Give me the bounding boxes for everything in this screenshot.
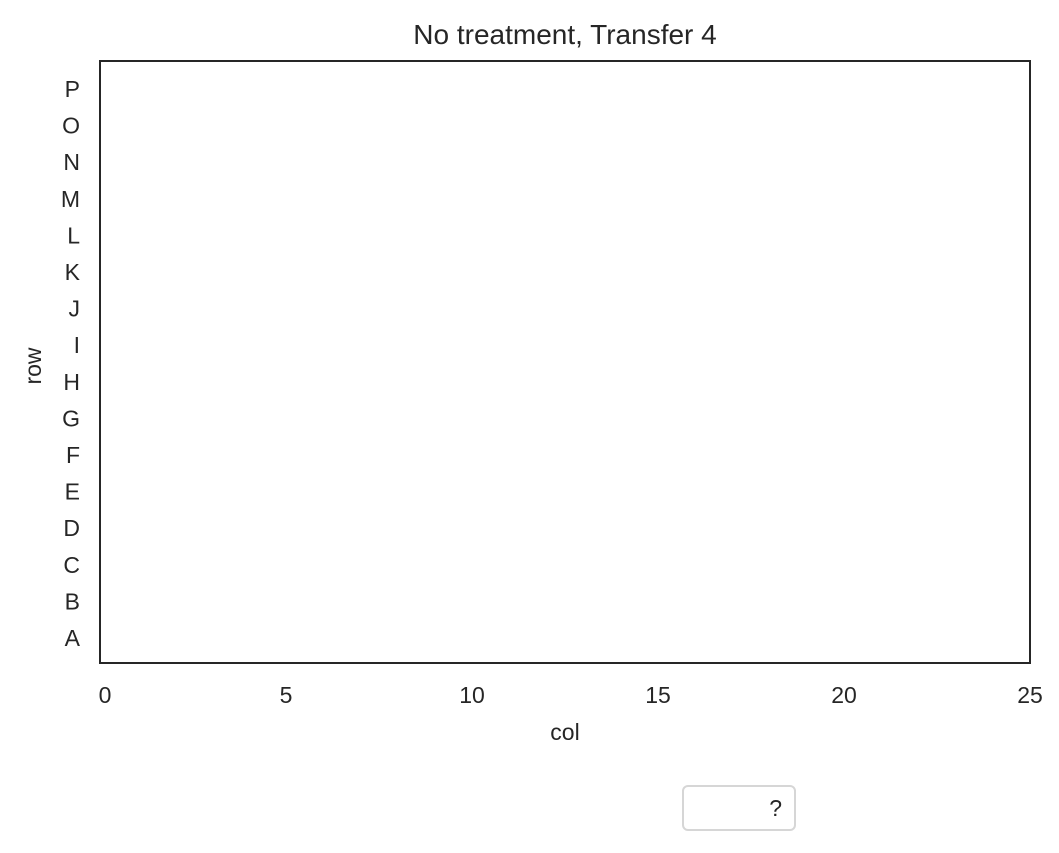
y-tick-label: J bbox=[69, 296, 81, 322]
legend: ? bbox=[682, 785, 796, 831]
y-tick-label: E bbox=[65, 479, 80, 505]
x-tick-label: 10 bbox=[459, 682, 485, 708]
y-tick-label: O bbox=[62, 113, 80, 139]
y-tick-label: C bbox=[63, 552, 80, 578]
x-axis-label: col bbox=[550, 719, 579, 745]
y-tick-label: H bbox=[63, 369, 80, 395]
legend-entry: ? bbox=[769, 795, 782, 821]
y-tick-label: I bbox=[74, 332, 80, 358]
y-axis-label: row bbox=[20, 347, 46, 384]
chart-title: No treatment, Transfer 4 bbox=[413, 19, 716, 50]
y-tick-label: B bbox=[65, 588, 80, 614]
plot-area bbox=[99, 60, 1031, 664]
y-tick-label: K bbox=[65, 259, 81, 285]
y-tick-label: F bbox=[66, 442, 80, 468]
y-tick-label: M bbox=[61, 186, 80, 212]
x-tick-label: 25 bbox=[1017, 682, 1043, 708]
y-tick-label: P bbox=[65, 76, 80, 102]
x-axis-ticks: 0 5 10 15 20 25 bbox=[99, 682, 1043, 708]
y-tick-label: L bbox=[67, 222, 80, 248]
y-tick-label: D bbox=[63, 515, 80, 541]
y-tick-label: A bbox=[65, 625, 81, 651]
y-tick-label: G bbox=[62, 405, 80, 431]
x-tick-label: 5 bbox=[280, 682, 293, 708]
x-tick-label: 20 bbox=[831, 682, 857, 708]
x-tick-label: 15 bbox=[645, 682, 671, 708]
x-tick-label: 0 bbox=[99, 682, 112, 708]
y-tick-label: N bbox=[63, 149, 80, 175]
